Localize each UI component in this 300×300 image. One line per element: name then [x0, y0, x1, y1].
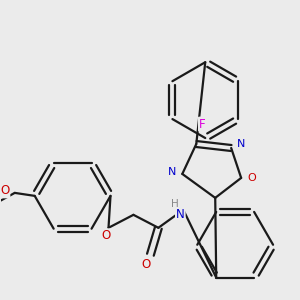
Text: O: O — [0, 184, 9, 197]
Text: N: N — [176, 208, 185, 221]
Text: O: O — [101, 229, 110, 242]
Text: N: N — [237, 139, 245, 149]
Text: O: O — [142, 258, 151, 271]
Text: O: O — [248, 173, 256, 183]
Text: N: N — [168, 167, 176, 177]
Text: H: H — [172, 199, 179, 209]
Text: F: F — [199, 118, 206, 130]
